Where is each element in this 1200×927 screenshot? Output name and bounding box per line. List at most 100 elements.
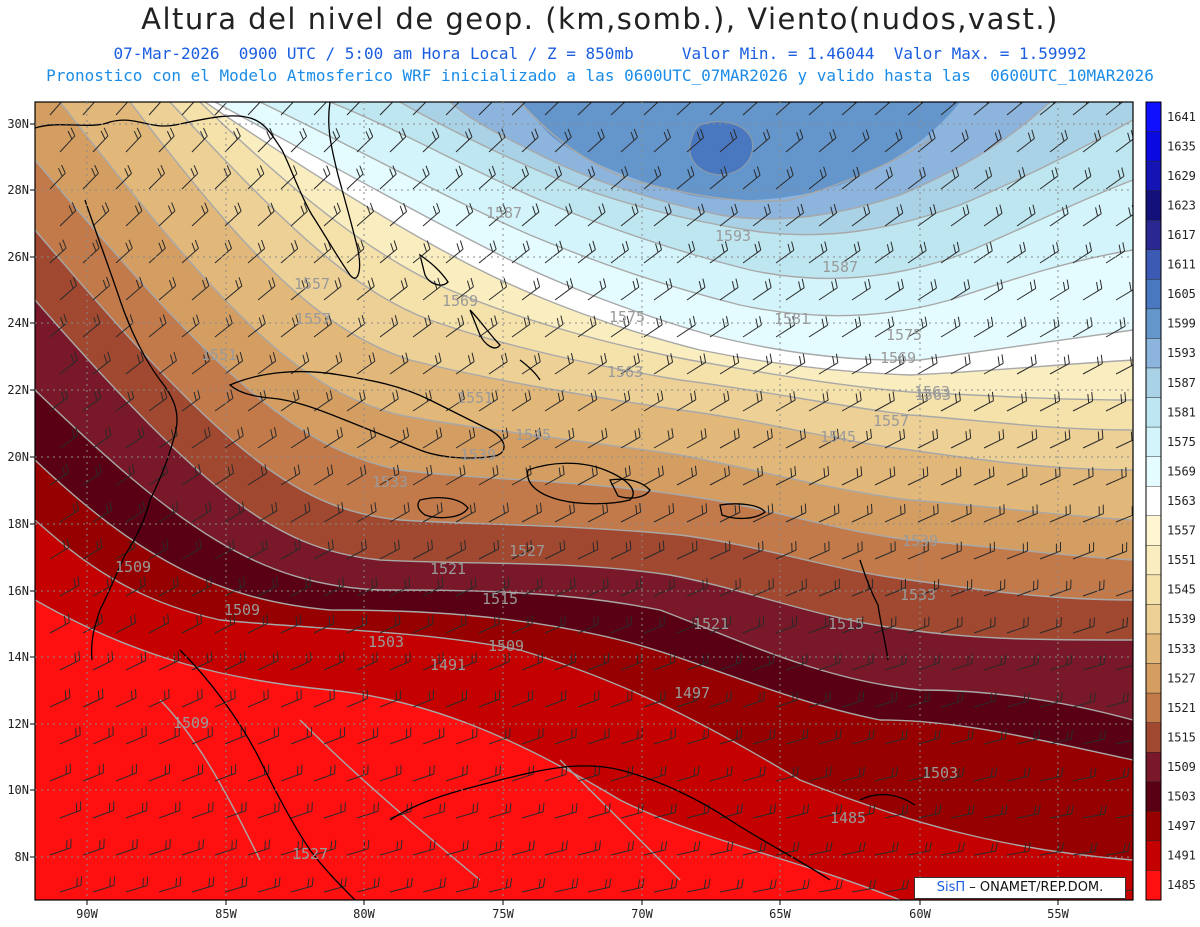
wind-barb [851,812,874,819]
wind-barb [521,211,540,227]
wind-barb [983,813,1006,819]
wind-barb [280,323,299,338]
contour-label: 1539 [460,446,496,464]
wind-barb [1006,475,1028,486]
wind-barb [280,622,302,634]
legend-value: 1497 [1167,819,1196,833]
wind-barb [917,512,939,523]
wind-barb [455,136,473,153]
wind-barb [49,397,68,412]
wind-barb [191,735,213,745]
legend-swatch [1145,781,1162,812]
legend-swatch [1145,101,1162,132]
wind-barb [521,436,542,449]
contour-label: 1587 [822,258,858,276]
wind-barb [191,510,212,523]
wind-barb [1115,364,1133,375]
wind-barb [742,249,762,264]
wind-barb [214,622,235,634]
wind-barb [445,323,465,338]
legend-value: 1509 [1167,760,1196,774]
wind-barb [554,211,573,227]
wind-barb [1072,400,1093,412]
wind-barb [1105,851,1128,856]
wind-barb [686,812,709,819]
wind-barb [478,623,500,634]
wind-barb [356,136,374,153]
wind-barb [841,850,864,856]
wind-barb [917,587,939,597]
wind-barb [1016,362,1037,375]
wind-barb [818,887,841,893]
wind-barb [323,585,344,597]
wind-barb [257,810,279,819]
wind-barb [907,102,925,116]
coastlines [35,102,916,900]
lon-label-90w: 90W [76,907,98,921]
wind-barb [676,774,699,782]
wind-barb [379,773,401,782]
wind-barb [775,174,794,190]
legend-value: 1575 [1167,435,1196,449]
lat-label-30n: 30N [7,117,29,131]
wind-barb [808,774,831,782]
wind-barb [1006,250,1026,264]
wind-barb [653,887,676,893]
lat-label-14n: 14N [7,650,29,664]
wind-barb [82,622,103,634]
wind-barb [125,285,143,301]
wind-barb [521,661,543,671]
wind-barb [346,848,369,856]
wind-barb [511,773,534,782]
wind-barb [874,399,895,412]
wind-barb [191,360,210,375]
wind-barb [455,511,476,523]
wind-barb [884,737,907,745]
wind-barb [676,249,695,264]
wind-barb [521,586,543,597]
wind-barb [1049,513,1071,523]
wind-barb [455,586,477,597]
wind-barb [544,174,562,190]
wind-barb [488,286,507,301]
wind-barb [808,549,830,560]
wind-barb [686,887,709,893]
wind-barb [874,625,896,634]
wind-barb [356,660,378,671]
wind-barb [125,509,145,523]
wind-barb [653,436,674,449]
wind-barb [1082,663,1105,671]
wind-barb [620,436,641,449]
wind-barb [82,172,99,190]
wind-barb [346,102,361,116]
wind-barb [808,324,828,338]
wind-barb [610,324,630,338]
wind-barb [907,700,930,708]
legend-swatch [1145,249,1162,280]
wind-barb [884,662,907,671]
wind-barb [719,436,740,449]
wind-barb [257,585,278,597]
wind-barb [1049,588,1071,597]
wind-barb [445,473,466,486]
wind-barb [511,698,533,708]
wind-barb [818,812,841,819]
wind-barb [818,437,839,449]
wind-barb [313,473,334,486]
map-title: Altura del nivel de geop. (km,somb.), Vi… [141,2,1059,36]
wind-barb [49,772,71,782]
wind-barb [389,735,411,745]
wind-barb [775,249,795,264]
legend-swatch [1145,131,1162,162]
wind-barb [346,398,366,412]
wind-barb [1072,325,1093,338]
wind-barb [1049,438,1071,449]
wind-barb [874,850,897,856]
wind-barb [478,473,499,486]
wind-barb [214,472,234,486]
lat-label-28n: 28N [7,183,29,197]
wind-barb [257,735,279,745]
contour-label: 1545 [820,428,856,446]
wind-barb [808,850,831,856]
wind-barb [191,810,213,819]
